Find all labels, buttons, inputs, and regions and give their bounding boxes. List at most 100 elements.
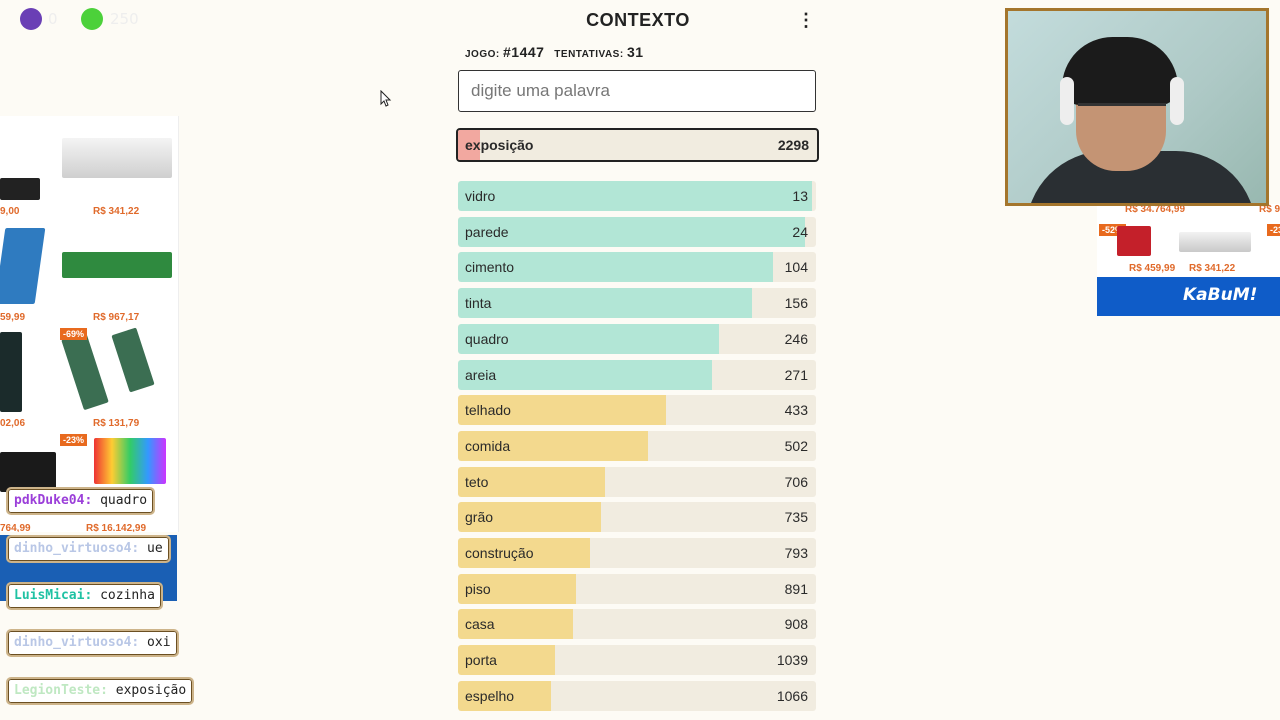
chat-text: quadro xyxy=(92,493,148,508)
discount-badge: -23% xyxy=(60,434,88,446)
ssd-product-image xyxy=(0,228,46,304)
guess-proximity-bar xyxy=(458,502,602,533)
guess-rank: 1066 xyxy=(776,687,808,704)
chat-text: oxi xyxy=(139,635,171,650)
chat-username: dinho_virtuoso4: xyxy=(14,635,140,650)
discount-badge: -69% xyxy=(60,328,88,340)
discount-badge: -23% xyxy=(1267,224,1280,236)
chat-message: pdkDuke04: quadro xyxy=(6,487,156,515)
guess-row: piso 891 xyxy=(458,573,816,604)
guess-proximity-bar xyxy=(458,359,713,390)
guess-row: porta 1039 xyxy=(458,645,816,676)
guess-proximity-bar xyxy=(458,430,648,461)
guess-row: parede 24 xyxy=(458,216,816,247)
attempts-label: TENTATIVAS: xyxy=(554,49,624,60)
headphone-icon xyxy=(1170,77,1184,125)
guess-word: piso xyxy=(465,580,491,597)
chat-username: pdkDuke04: xyxy=(14,493,93,508)
guess-proximity-bar xyxy=(458,323,720,354)
headphone-icon xyxy=(1060,77,1074,125)
ram-product-image xyxy=(62,138,172,178)
green-count: 250 xyxy=(110,10,139,28)
guess-proximity-bar xyxy=(458,395,666,426)
guess-row: comida 502 xyxy=(458,430,816,461)
chat-message: LegionTeste: exposição xyxy=(6,677,195,705)
guess-rank: 156 xyxy=(784,295,808,312)
shop-ad-right[interactable]: R$ 34.764,99 R$ 96 -52% -23% R$ 459,99 R… xyxy=(1097,204,1280,316)
kabum-logo: KaBuM! xyxy=(1183,285,1258,305)
guess-proximity-bar xyxy=(458,645,555,676)
more-options-icon[interactable]: ⋮ xyxy=(797,10,815,30)
ram-product-image xyxy=(61,331,109,411)
guess-row: casa 908 xyxy=(458,609,816,640)
last-guess-row: exposição 2298 xyxy=(456,128,819,162)
guess-row: grão 735 xyxy=(458,502,816,533)
guess-row: tinta 156 xyxy=(458,288,816,319)
guess-rank: 246 xyxy=(784,330,808,347)
guess-rank: 433 xyxy=(784,402,808,419)
game-label: JOGO: xyxy=(465,49,500,60)
guess-word: telhado xyxy=(465,402,511,419)
chat-username: dinho_virtuoso4: xyxy=(14,541,140,556)
chat-message: dinho_virtuoso4: ue xyxy=(6,535,171,563)
guess-word: porta xyxy=(465,652,497,669)
guess-row: teto 706 xyxy=(458,466,816,497)
guess-word: espelho xyxy=(465,687,515,704)
guess-row: telhado 433 xyxy=(458,395,816,426)
guess-proximity-bar xyxy=(458,466,605,497)
product-price: R$ 96 xyxy=(1259,204,1280,215)
product-price: R$ 967,17 xyxy=(93,312,140,323)
chat-text: cozinha xyxy=(92,588,155,603)
game-meta: JOGO: #1447 TENTATIVAS: 31 xyxy=(465,44,644,60)
guess-rank: 502 xyxy=(784,437,808,454)
ram-product-image xyxy=(0,178,40,200)
guess-row: cimento 104 xyxy=(458,252,816,283)
guess-proximity-bar xyxy=(458,573,577,604)
product-price: 59,99 xyxy=(0,312,26,323)
product-price: 02,06 xyxy=(0,418,26,429)
shop-ad-left[interactable]: R$ 341,22 R$ 967,17 R$ 131,79 R$ 16.142,… xyxy=(0,116,179,532)
guess-rank: 24 xyxy=(792,223,808,240)
chat-username: LuisMicai: xyxy=(14,588,93,603)
guess-proximity-bar xyxy=(458,680,552,711)
guess-proximity-bar xyxy=(458,252,774,283)
guess-row: vidro 13 xyxy=(458,181,816,211)
game-number: #1447 xyxy=(503,44,545,60)
ram-product-image xyxy=(0,332,22,412)
green-dot-icon xyxy=(81,8,103,30)
attempts-count: 31 xyxy=(626,44,644,60)
guess-rank: 735 xyxy=(784,509,808,526)
guess-word: comida xyxy=(465,437,511,454)
guess-proximity-bar xyxy=(458,288,752,319)
streamer-glasses xyxy=(1078,103,1166,120)
product-price: 764,99 xyxy=(0,523,31,532)
guess-proximity-bar xyxy=(458,609,573,640)
guess-word: tinta xyxy=(465,295,492,312)
chat-text: ue xyxy=(139,541,163,556)
product-price: R$ 34.764,99 xyxy=(1125,204,1186,215)
product-price: R$ 341,22 xyxy=(93,206,140,217)
webcam-overlay xyxy=(1005,8,1269,206)
guess-word: quadro xyxy=(465,330,509,347)
game-title: CONTEXTO xyxy=(586,10,690,30)
guess-row: quadro 246 xyxy=(458,323,816,354)
streamer-hair xyxy=(1062,37,1178,105)
purple-dot-icon xyxy=(20,8,42,30)
guess-word: areia xyxy=(465,366,497,383)
chat-username: LegionTeste: xyxy=(14,683,108,698)
rgb-ram-product-image xyxy=(94,438,166,484)
chat-text: exposição xyxy=(107,683,187,698)
last-guess-word: exposição xyxy=(465,137,534,153)
guess-rank: 793 xyxy=(784,545,808,561)
guess-rank: 706 xyxy=(784,473,808,490)
guess-word: construção xyxy=(465,545,534,561)
guess-input[interactable] xyxy=(458,70,816,112)
ssd-product-image xyxy=(1117,226,1151,256)
guess-rank: 271 xyxy=(784,366,808,383)
product-price: R$ 459,99 xyxy=(1129,263,1176,274)
kabum-banner-right[interactable]: KaBuM! xyxy=(1097,277,1280,316)
guess-rank: 1039 xyxy=(776,652,808,669)
product-price: 9,00 xyxy=(0,206,20,217)
ram-product-image xyxy=(0,452,56,492)
guess-proximity-bar xyxy=(458,538,591,568)
